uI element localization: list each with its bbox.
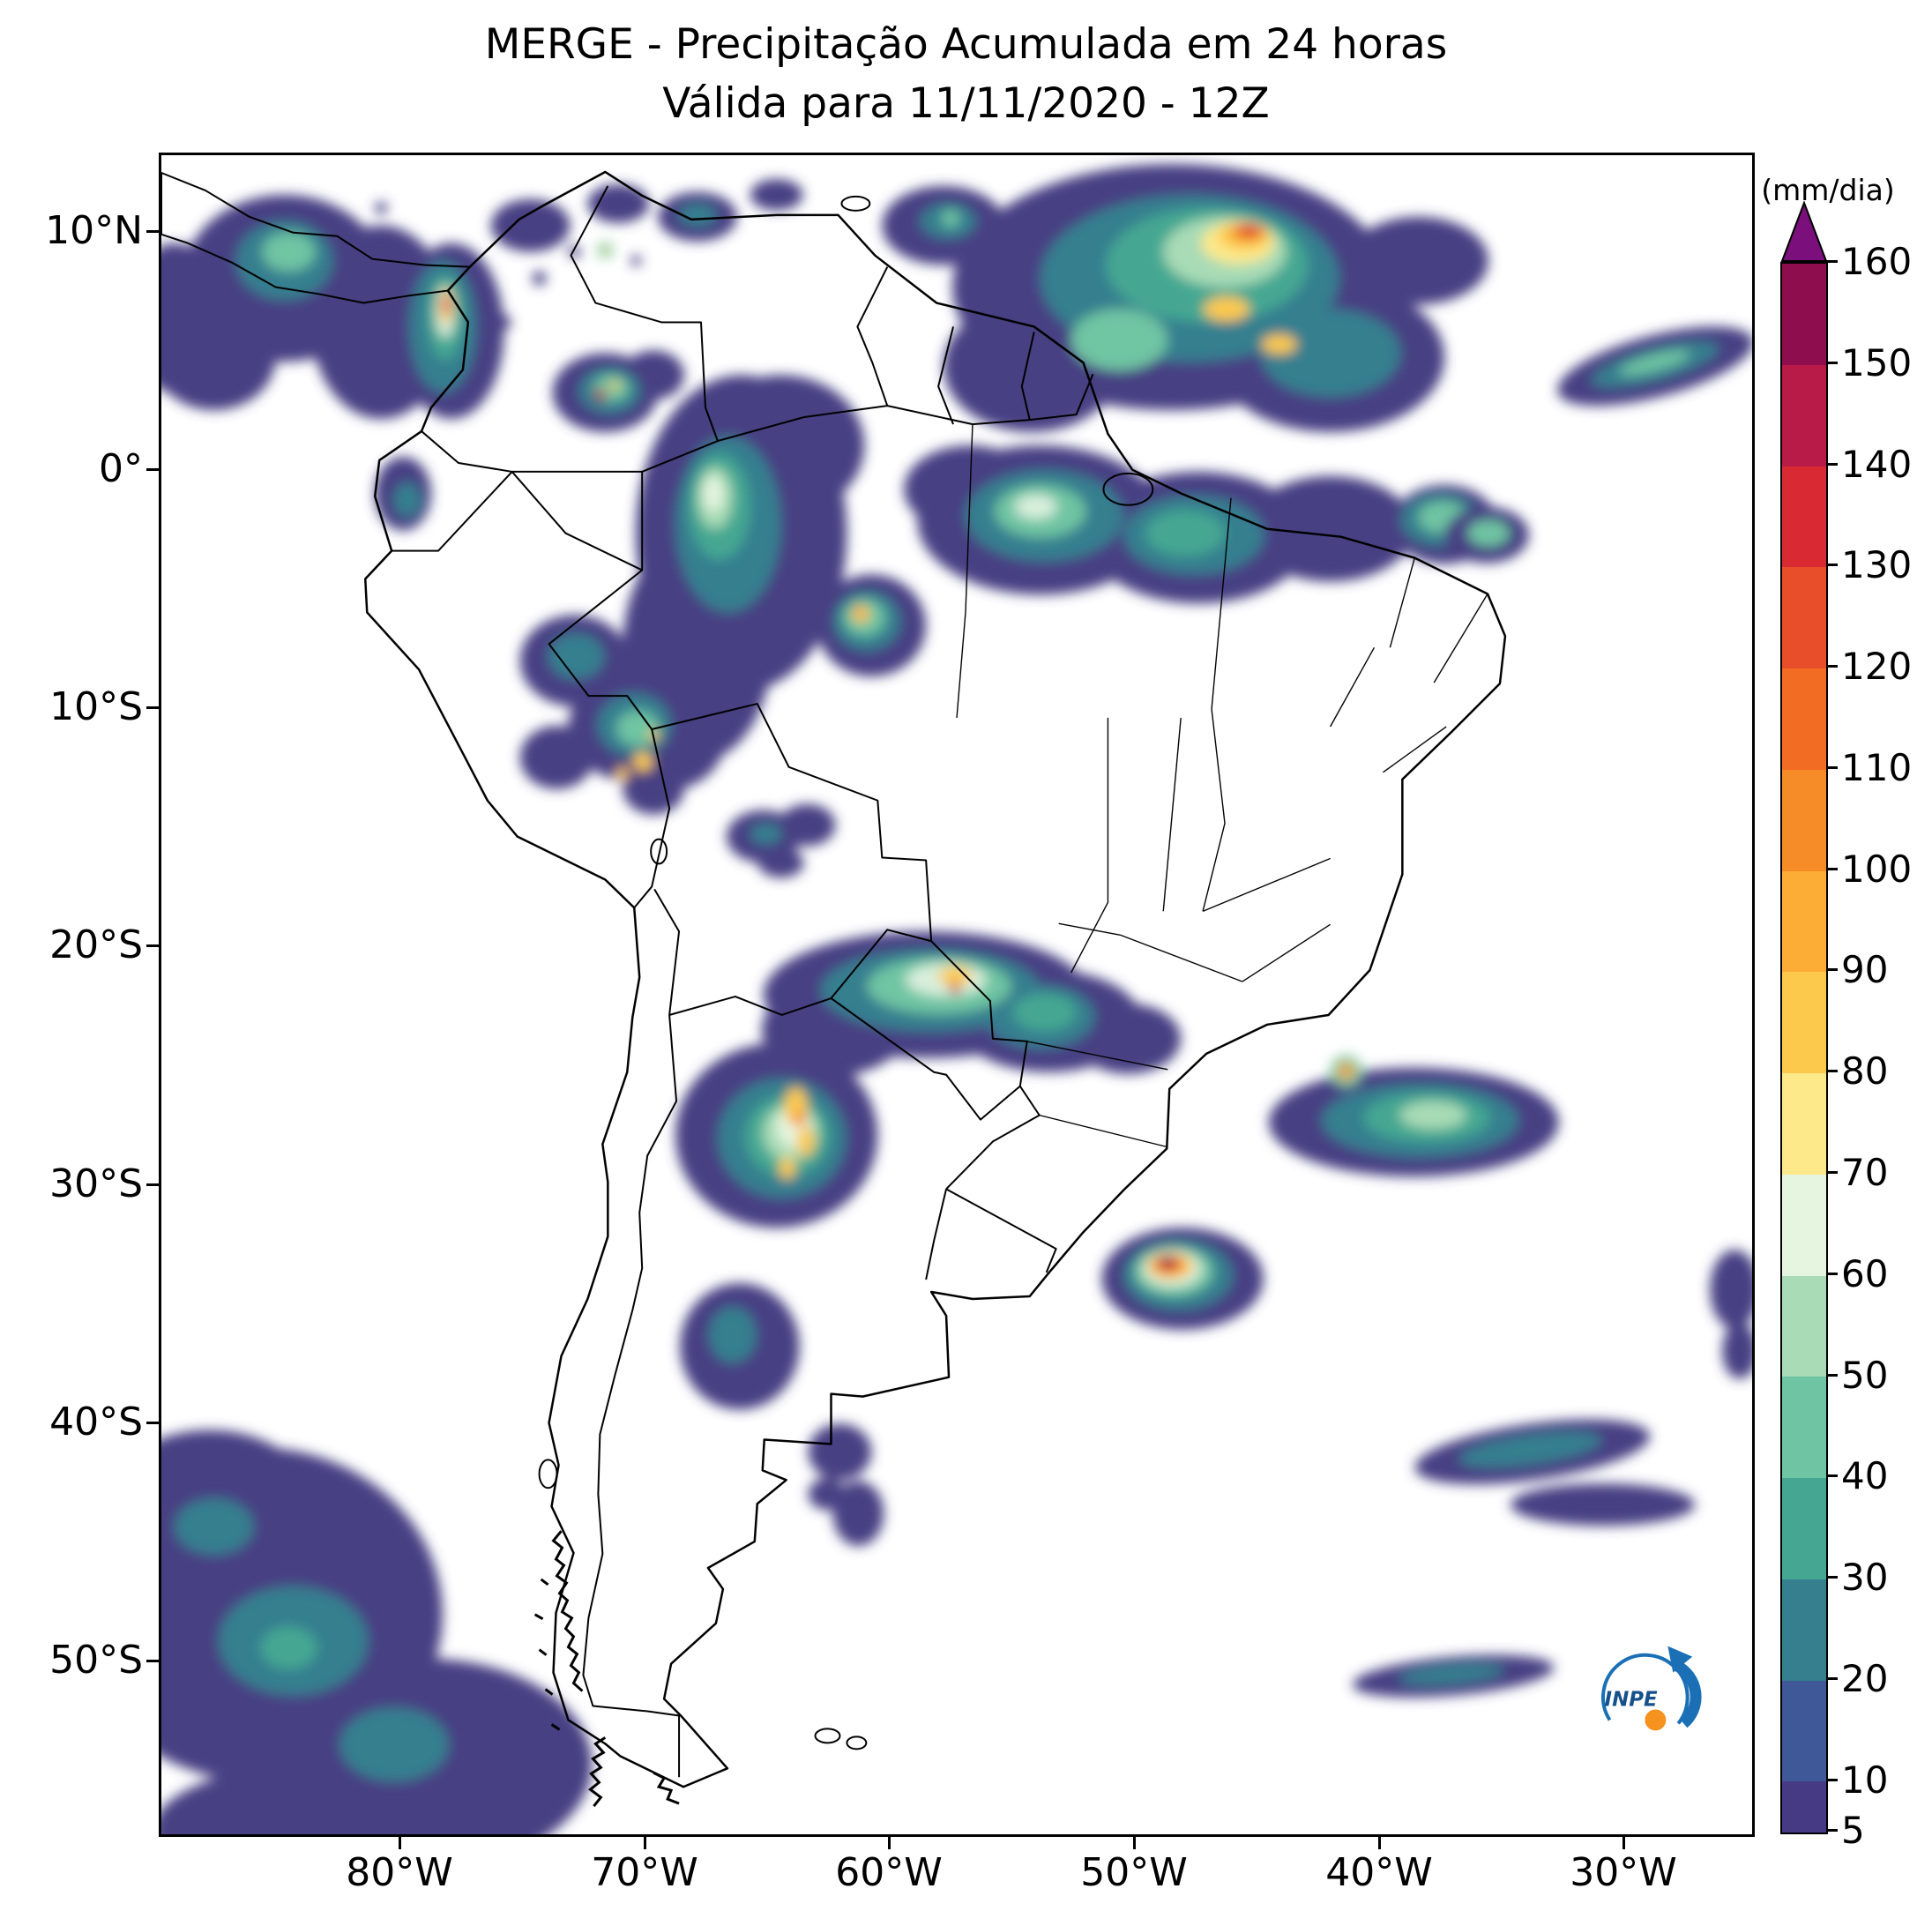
colorbar-extend-arrow [1780, 201, 1828, 262]
logo-text: INPE [1605, 1688, 1658, 1711]
logo-orange-dot [1643, 1707, 1668, 1733]
figure-title: MERGE - Precipitação Acumulada em 24 hor… [0, 16, 1932, 133]
colorbar-segment [1782, 1478, 1826, 1579]
lon-tick-mark [644, 1837, 646, 1849]
colorbar-segment [1782, 364, 1826, 467]
colorbar-segment [1782, 466, 1826, 568]
lon-tick-mark [888, 1837, 891, 1849]
lat-tick-mark [146, 1422, 159, 1424]
lat-tick-mark [146, 468, 159, 471]
colorbar-segment [1782, 567, 1826, 669]
lat-tick-label: 30°S [49, 1161, 143, 1206]
colorbar-tick-mark [1826, 665, 1838, 668]
colorbar [1780, 262, 1828, 1834]
colorbar-tick-mark [1826, 1576, 1838, 1579]
colorbar-tick-label: 50 [1841, 1353, 1889, 1397]
colorbar-tick-mark [1826, 260, 1838, 263]
colorbar-tick-mark [1826, 1373, 1838, 1377]
south-america-map: INPE [161, 155, 1752, 1834]
lat-tick-label: 10°S [49, 684, 143, 729]
lon-tick-label: 80°W [346, 1850, 453, 1895]
colorbar-segment [1782, 1377, 1826, 1479]
colorbar-tick-mark [1826, 765, 1838, 769]
colorbar-tick-label: 30 [1841, 1556, 1889, 1600]
logo-arrow-head [1667, 1646, 1693, 1673]
lon-tick-label: 50°W [1080, 1850, 1188, 1895]
precipitation-overlay [161, 163, 1752, 1834]
colorbar-segment [1782, 1579, 1826, 1681]
colorbar-tick-mark [1826, 1070, 1838, 1073]
colorbar-segment [1782, 264, 1826, 365]
colorbar-segment [1782, 1781, 1826, 1833]
lat-tick-label: 10°N [45, 208, 143, 253]
lat-tick-label: 0° [99, 446, 143, 491]
colorbar-tick-mark [1826, 1676, 1838, 1680]
colorbar-segment [1782, 972, 1826, 1074]
colorbar-tick-mark [1826, 1474, 1838, 1478]
coastline [161, 170, 1507, 1788]
lon-tick-mark [1133, 1837, 1136, 1849]
colorbar-tick-label: 120 [1841, 645, 1913, 689]
lon-tick-mark [1378, 1837, 1381, 1849]
title-line1: MERGE - Precipitação Acumulada em 24 hor… [484, 20, 1448, 69]
map-plot-area: INPE [159, 153, 1755, 1837]
lon-tick-label: 60°W [835, 1850, 943, 1895]
colorbar-tick-label: 90 [1841, 948, 1889, 992]
colorbar-tick-label: 70 [1841, 1150, 1889, 1194]
lat-tick-mark [146, 1660, 159, 1662]
colorbar-tick-mark [1826, 1272, 1838, 1275]
lat-tick-mark [146, 230, 159, 233]
colorbar-tick-mark [1826, 1170, 1838, 1174]
colorbar-tick-label: 110 [1841, 745, 1913, 789]
state-borders [956, 424, 1488, 1148]
colorbar-tick-label: 80 [1841, 1049, 1889, 1094]
lat-tick-label: 40°S [49, 1400, 143, 1444]
colorbar-tick-mark [1826, 462, 1838, 466]
colorbar-tick-label: 150 [1841, 340, 1913, 384]
country-borders [392, 185, 1094, 1778]
colorbar-arrow-shape [1780, 201, 1828, 262]
colorbar-segment [1782, 1680, 1826, 1782]
title-line2: Válida para 11/11/2020 - 12Z [662, 78, 1270, 128]
lon-tick-label: 70°W [591, 1850, 698, 1895]
colorbar-tick-label: 10 [1841, 1758, 1889, 1802]
colorbar-segment [1782, 1174, 1826, 1276]
colorbar-tick-label: 160 [1841, 240, 1913, 283]
colorbar-tick-label: 130 [1841, 543, 1913, 587]
colorbar-tick-label: 20 [1841, 1656, 1889, 1700]
logo-swirl [1601, 1653, 1690, 1725]
lat-tick-label: 20°S [49, 922, 143, 967]
logo-arrow-body [1674, 1660, 1702, 1728]
colorbar-segment [1782, 1275, 1826, 1377]
colorbar-tick-mark [1826, 1778, 1838, 1781]
colorbar-tick-mark [1826, 1829, 1838, 1832]
lon-tick-mark [1622, 1837, 1625, 1849]
lat-tick-mark [146, 944, 159, 947]
inpe-logo: INPE [1601, 1646, 1702, 1733]
lat-tick-label: 50°S [49, 1638, 143, 1683]
fjord-coast [533, 1530, 680, 1808]
lat-tick-mark [146, 706, 159, 709]
colorbar-tick-mark [1826, 361, 1838, 364]
lon-tick-label: 40°W [1325, 1850, 1433, 1895]
lat-tick-mark [146, 1183, 159, 1186]
colorbar-segment [1782, 769, 1826, 871]
colorbar-tick-mark [1826, 867, 1838, 870]
colorbar-segment [1782, 1073, 1826, 1175]
colorbar-unit-label: (mm/dia) [1761, 173, 1895, 207]
colorbar-segment [1782, 668, 1826, 770]
colorbar-tick-label: 140 [1841, 442, 1913, 486]
colorbar-tick-label: 60 [1841, 1251, 1889, 1295]
lon-tick-mark [399, 1837, 401, 1849]
colorbar-tick-label: 40 [1841, 1454, 1889, 1498]
colorbar-tick-mark [1826, 968, 1838, 972]
lon-tick-label: 30°W [1570, 1850, 1677, 1895]
colorbar-tick-mark [1826, 564, 1838, 567]
colorbar-segment [1782, 870, 1826, 973]
colorbar-tick-label: 100 [1841, 847, 1913, 891]
colorbar-tick-label: 5 [1841, 1809, 1865, 1852]
